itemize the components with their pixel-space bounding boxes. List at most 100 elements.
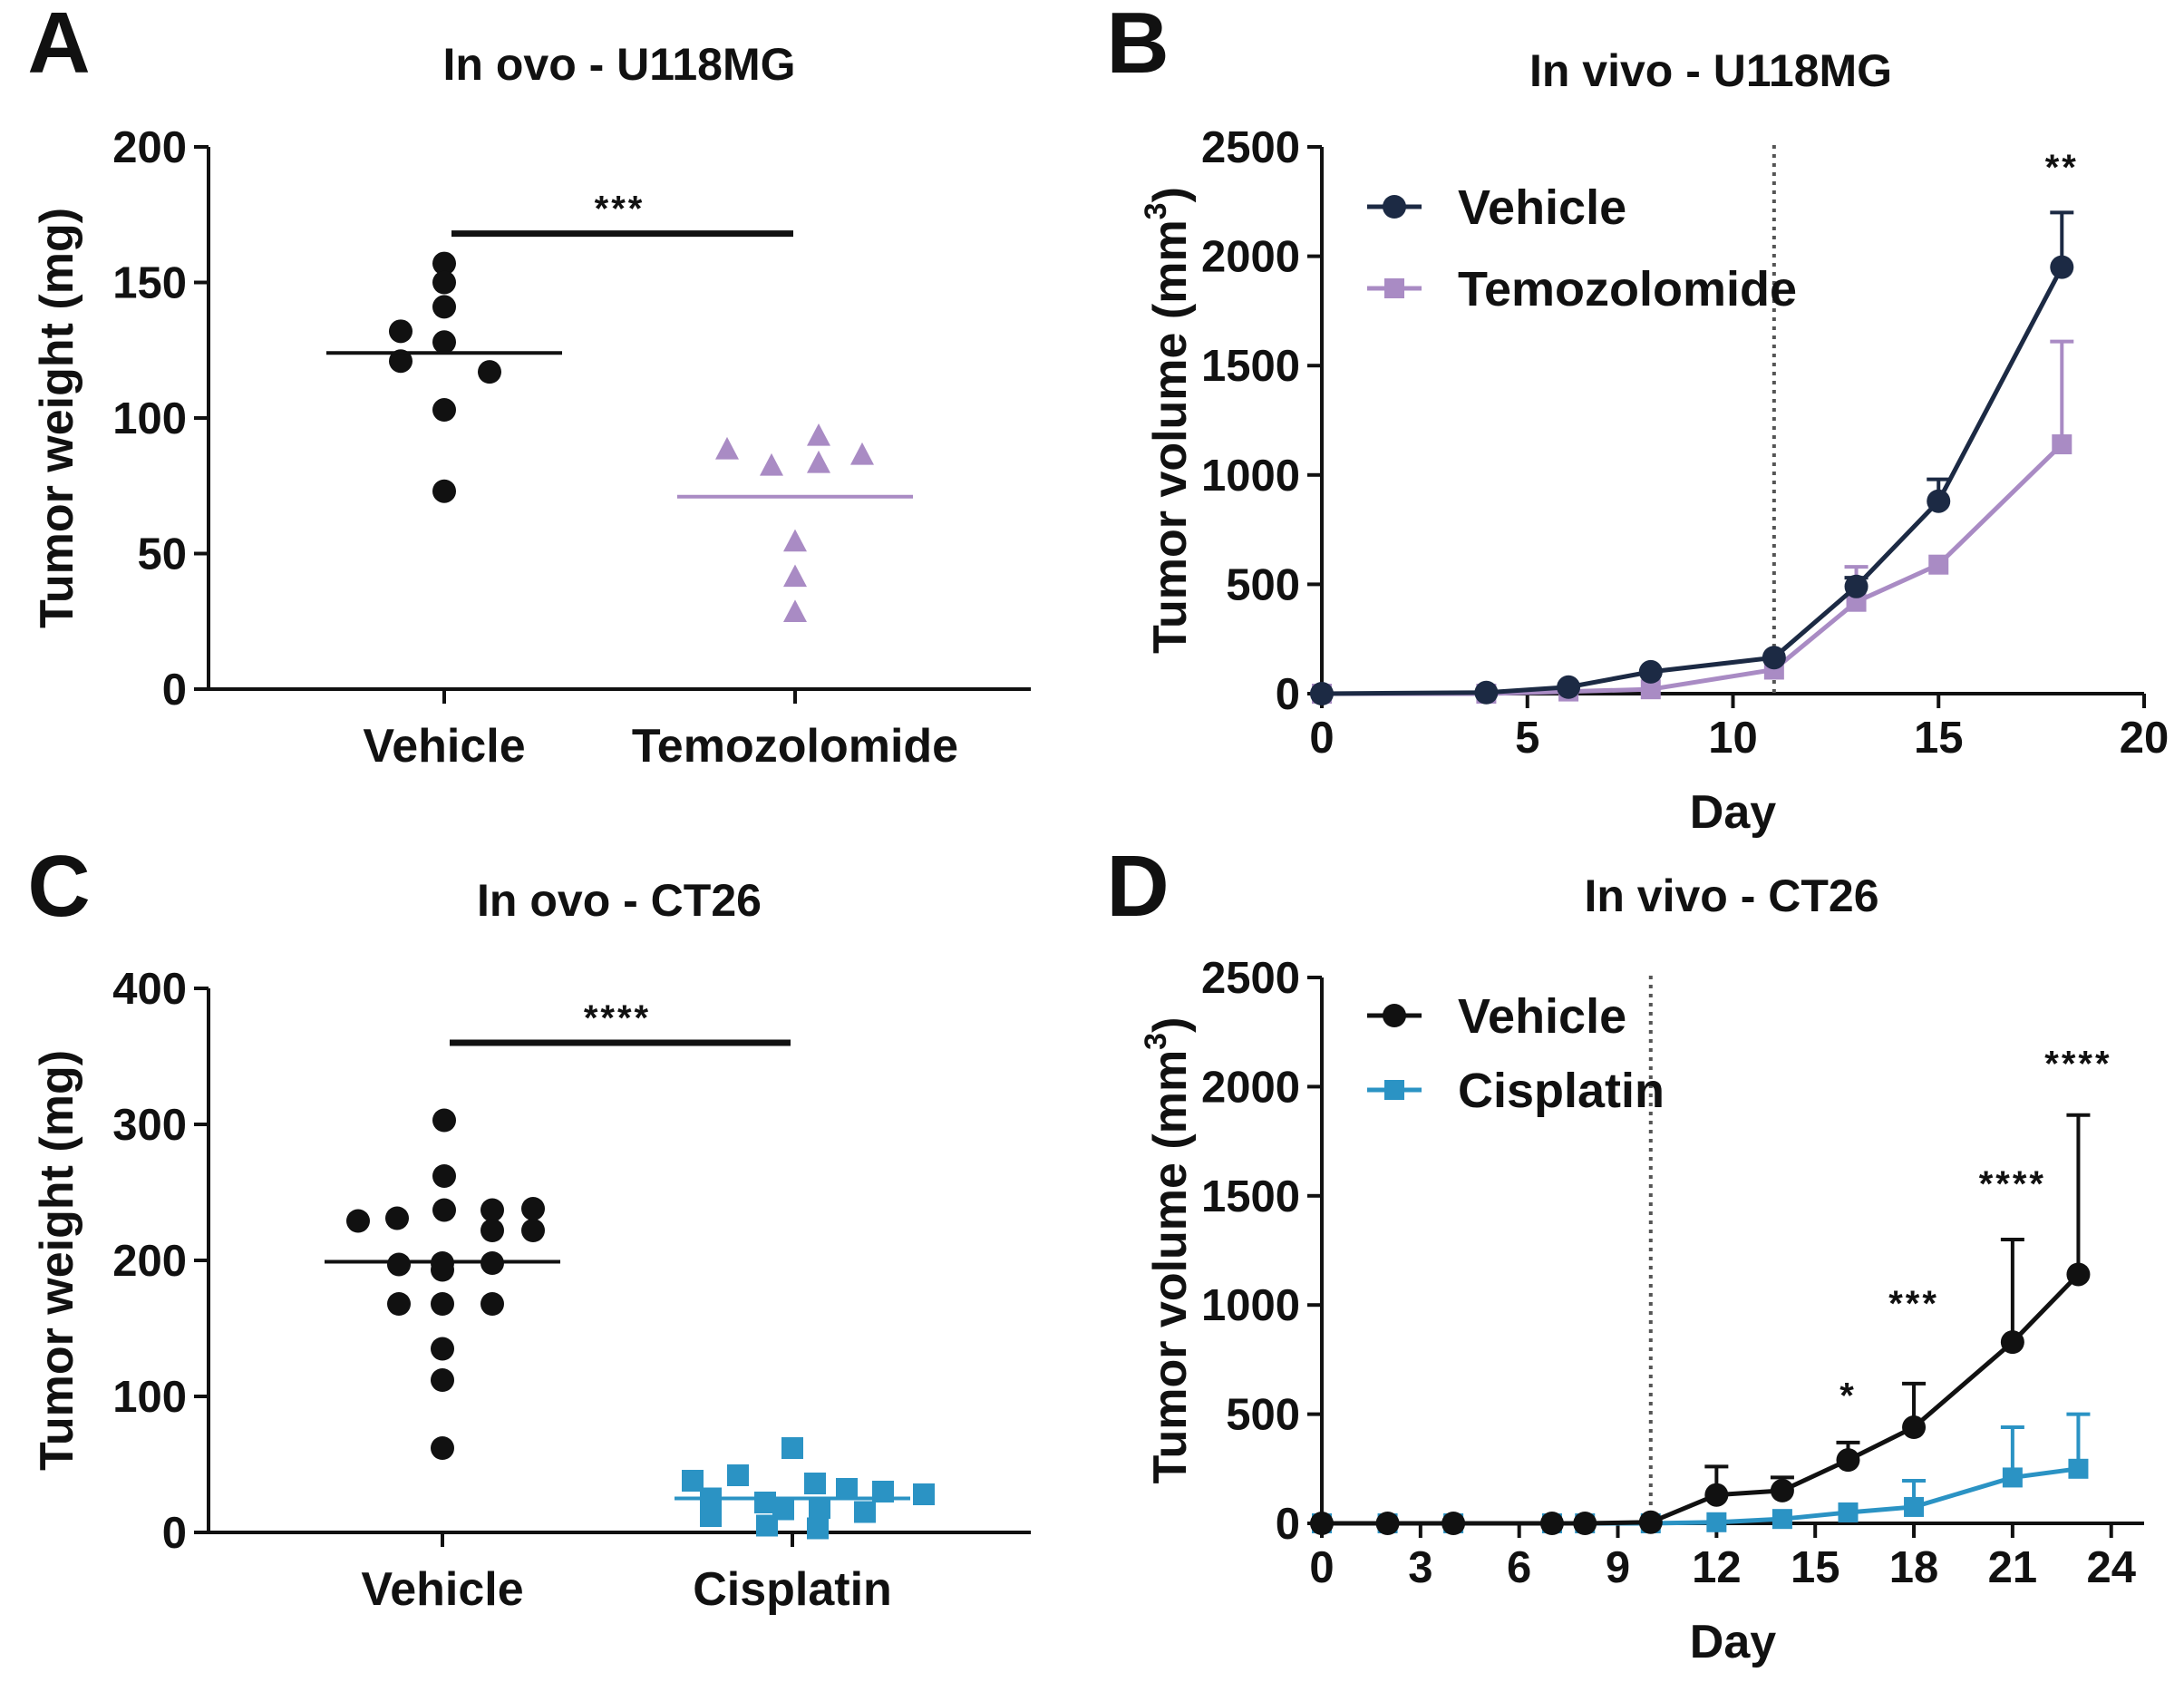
data-point [1836, 1448, 1860, 1473]
data-point [1762, 646, 1786, 670]
chart-title: In vivo - CT26 [1584, 870, 1878, 921]
significance-label: ** [2045, 148, 2079, 188]
data-point [389, 319, 413, 344]
y-axis-label: Tumor volume (mm3) [1139, 187, 1197, 654]
y-tick-label: 2500 [1201, 123, 1300, 172]
series-vehicle [325, 1108, 560, 1460]
legend-label: Vehicle [1458, 989, 1626, 1044]
x-tick-label: Temozolomide [632, 720, 958, 773]
data-point [783, 564, 807, 588]
data-point [1638, 659, 1663, 684]
x-tick-label: 18 [1889, 1543, 1939, 1592]
data-point [807, 423, 830, 446]
significance-label: *** [1888, 1284, 1939, 1324]
data-point [1573, 1512, 1597, 1535]
y-tick-label: 0 [1276, 670, 1300, 719]
data-point [478, 360, 501, 384]
x-tick-label: 15 [1914, 714, 1964, 763]
series-temozolomide [677, 423, 913, 623]
data-point [432, 479, 456, 503]
data-point [760, 452, 783, 476]
data-point [804, 1473, 826, 1494]
y-axis-label: Tumor weight (mg) [31, 1050, 83, 1471]
data-point [431, 1258, 454, 1282]
significance-label: *** [595, 190, 645, 229]
x-tick-label: 0 [1309, 714, 1334, 763]
data-point [1557, 675, 1581, 699]
series-cisplatin [675, 1437, 935, 1540]
data-point [756, 1514, 778, 1537]
data-point [1771, 1509, 1792, 1530]
series-line [1321, 266, 2064, 696]
series-vehicle [1310, 1113, 2091, 1535]
y-tick-label: 300 [112, 1101, 187, 1150]
x-tick-label: Cisplatin [693, 1563, 892, 1616]
data-point [432, 330, 456, 355]
data-point [781, 1437, 803, 1459]
y-tick-label: 200 [112, 1237, 187, 1286]
y-tick-label: 100 [112, 394, 187, 443]
y-tick-label: 50 [137, 530, 187, 579]
panel-label: A [27, 0, 90, 92]
data-point [432, 270, 456, 295]
y-tick-label: 500 [1226, 1391, 1300, 1440]
y-tick-label: 2500 [1201, 954, 1300, 1003]
y-axis-label: Tumor volume (mm3) [1139, 1017, 1197, 1484]
y-tick-label: 1000 [1201, 1281, 1300, 1330]
data-point [807, 1517, 829, 1540]
y-tick-label: 1500 [1201, 1172, 1300, 1221]
data-point [1904, 1496, 1925, 1517]
data-point [1640, 679, 1661, 700]
data-point [850, 442, 874, 465]
legend-item-cisplatin: Cisplatin [1367, 1064, 1665, 1118]
data-point [913, 1483, 935, 1505]
x-axis-label: Day [1690, 786, 1776, 839]
legend-label: Temozolomide [1458, 262, 1797, 316]
data-point [1474, 680, 1499, 705]
data-point [1838, 1502, 1859, 1522]
significance-label: **** [1979, 1164, 2046, 1204]
data-point [387, 1252, 411, 1277]
legend-label: Vehicle [1458, 180, 1626, 235]
x-tick-label: 0 [1309, 1543, 1334, 1592]
x-tick-label: 24 [2086, 1543, 2136, 1592]
data-point [432, 251, 456, 276]
y-tick-label: 2000 [1201, 1063, 1300, 1112]
data-point [1441, 1512, 1466, 1535]
data-point [1539, 1512, 1564, 1535]
y-tick-label: 0 [162, 1509, 187, 1558]
x-tick-label: 5 [1515, 714, 1539, 763]
series-vehicle [1310, 210, 2074, 705]
x-tick-label: 20 [2120, 714, 2169, 763]
x-tick-label: 3 [1408, 1543, 1432, 1592]
y-tick-label: 100 [112, 1373, 187, 1422]
data-point [346, 1209, 370, 1233]
data-point [431, 1292, 454, 1316]
x-tick-label: Vehicle [361, 1563, 523, 1616]
x-tick-label: 9 [1606, 1543, 1630, 1592]
x-tick-label: 10 [1708, 714, 1758, 763]
series-cisplatin [1312, 1412, 2091, 1533]
significance-label: **** [2044, 1044, 2111, 1084]
data-point [836, 1478, 858, 1500]
data-point [807, 450, 830, 473]
data-point [432, 1108, 456, 1133]
panel-C: C In ovo - CT26 0 100 200 300 400 Tumor weight … [27, 838, 1031, 1616]
legend-label: Cisplatin [1458, 1064, 1665, 1118]
data-point [2052, 434, 2072, 455]
y-tick-label: 200 [112, 123, 187, 172]
data-point [480, 1292, 504, 1316]
data-point [431, 1436, 454, 1460]
data-point [783, 599, 807, 623]
panel-label: D [1106, 838, 1169, 935]
data-point [809, 1497, 830, 1519]
data-point [521, 1219, 545, 1242]
data-point [1770, 1478, 1794, 1502]
data-point [432, 1164, 456, 1188]
legend-marker [1384, 1080, 1404, 1100]
data-point [783, 529, 807, 552]
chart-title: In ovo - CT26 [477, 875, 762, 926]
data-point [387, 1292, 411, 1316]
panel-A: A In ovo - U118MG 0 50 100 150 200 Tumor weight… [27, 0, 1031, 773]
